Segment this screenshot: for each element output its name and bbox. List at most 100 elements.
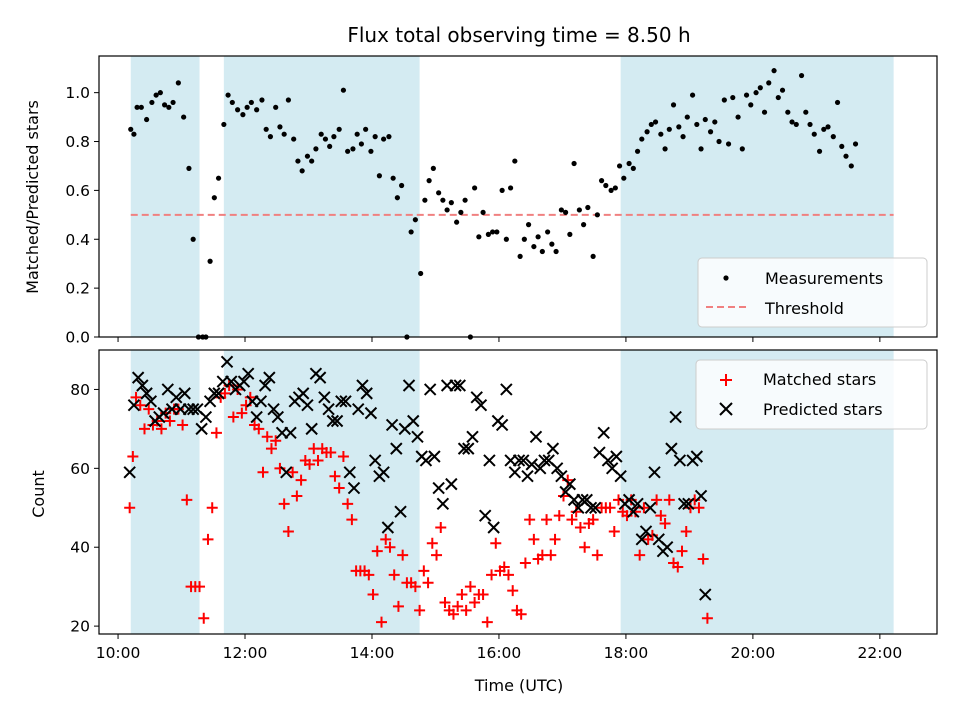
legend-measurements-label: Measurements <box>765 269 883 288</box>
bottom-x-tick-label: 12:00 <box>223 644 268 662</box>
matched-star-marker <box>261 431 273 443</box>
predicted-star-marker <box>136 379 149 392</box>
matched-star-marker <box>418 565 430 577</box>
matched-star-marker <box>232 383 244 395</box>
matched-star-marker <box>507 585 519 597</box>
matched-star-marker <box>553 510 565 522</box>
measurement-point <box>707 129 714 135</box>
measurement-point <box>503 236 509 242</box>
measurement-point <box>730 94 736 101</box>
predicted-legend-marker <box>719 402 733 416</box>
measurement-point <box>779 87 786 93</box>
matched-star-marker <box>177 419 189 431</box>
matched-star-marker <box>325 447 337 459</box>
predicted-star-marker <box>584 501 598 514</box>
matched-star-marker <box>278 498 290 510</box>
measurement-point <box>211 195 217 201</box>
measurement-point <box>399 182 405 189</box>
predicted-star-marker <box>360 387 373 400</box>
matched-star-marker <box>363 569 375 581</box>
measurement-point <box>521 236 527 242</box>
predicted-star-marker <box>694 489 708 503</box>
matched-star-marker <box>312 454 324 466</box>
measurement-point <box>444 207 450 213</box>
measurement-point <box>318 131 324 137</box>
bottom-plot-frame <box>98 349 938 635</box>
measurement-point <box>480 209 486 215</box>
bottom-y-tick-label: 20 <box>70 618 90 636</box>
predicted-star-marker <box>254 395 268 408</box>
matched-star-marker <box>337 451 349 462</box>
measurement-point <box>793 121 799 128</box>
measurement-point <box>848 163 854 169</box>
measurement-point <box>666 126 672 132</box>
predicted-star-marker <box>258 379 272 392</box>
predicted-star-marker <box>250 410 263 424</box>
measurement-point <box>644 129 650 135</box>
matched-star-marker <box>431 549 443 561</box>
measurement-point <box>291 136 297 142</box>
measurement-point <box>144 116 150 123</box>
predicted-star-marker <box>474 399 488 412</box>
matched-star-marker <box>574 522 586 533</box>
measurement-point <box>458 209 464 215</box>
shaded-interval <box>223 350 420 634</box>
measurement-point <box>248 99 254 106</box>
predicted-star-marker <box>639 525 653 538</box>
bottom-x-tick-label: 14:00 <box>350 644 395 662</box>
matched-star-marker <box>541 514 553 526</box>
matched-star-marker <box>397 549 409 561</box>
predicted-star-marker <box>381 521 395 534</box>
measurements-points <box>128 68 859 340</box>
matched-star-marker <box>672 561 684 573</box>
measurement-point <box>394 195 400 201</box>
measurement-point <box>267 134 274 140</box>
predicted-star-marker <box>178 387 191 400</box>
measurement-point <box>616 163 623 169</box>
matched-star-marker <box>464 581 476 593</box>
matched-star-marker <box>486 569 498 581</box>
measurement-point <box>803 109 809 115</box>
matched-star-marker <box>697 553 709 565</box>
measurement-point <box>558 207 564 213</box>
measurement-point <box>512 158 518 164</box>
measurement-point <box>358 141 365 147</box>
legend-predicted-label: Predicted stars <box>763 400 883 419</box>
measurement-point <box>190 236 196 242</box>
predicted-star-marker <box>445 477 458 491</box>
matched-star-marker <box>253 423 265 435</box>
predicted-star-marker <box>335 395 348 408</box>
measurement-point <box>235 107 241 113</box>
top-y-axis-label: Matched/Predicted stars <box>23 100 42 294</box>
measurement-point <box>626 160 632 167</box>
matched-star-marker <box>295 474 307 486</box>
predicted-star-marker <box>343 466 356 479</box>
predicted-star-marker <box>407 414 420 428</box>
matched-star-marker <box>502 569 514 581</box>
measurement-point <box>689 92 696 98</box>
measurement-point <box>381 136 387 142</box>
measurement-point <box>263 126 269 132</box>
measurement-point <box>254 107 260 113</box>
predicted-star-marker <box>644 501 657 514</box>
measurement-point <box>476 234 482 240</box>
top-legend: Measurements Threshold <box>697 257 928 328</box>
predicted-star-marker <box>597 426 610 440</box>
predicted-star-marker <box>385 418 399 432</box>
matched-star-marker <box>456 589 468 601</box>
predicted-star-marker <box>538 454 551 467</box>
measurement-point <box>240 112 246 118</box>
predicted-star-marker <box>212 387 225 400</box>
predicted-star-marker <box>144 395 158 408</box>
predicted-star-marker <box>195 422 208 436</box>
predicted-star-marker <box>271 410 285 424</box>
predicted-star-marker <box>297 387 310 400</box>
matched-star-marker <box>265 443 277 455</box>
measurement-point <box>798 72 805 79</box>
measurement-point <box>843 153 849 159</box>
measurement-point <box>585 204 591 211</box>
predicted-star-marker <box>690 450 704 463</box>
top-x-ticks <box>117 337 881 342</box>
matched-star-marker <box>346 514 358 526</box>
predicted-star-marker <box>622 493 636 507</box>
